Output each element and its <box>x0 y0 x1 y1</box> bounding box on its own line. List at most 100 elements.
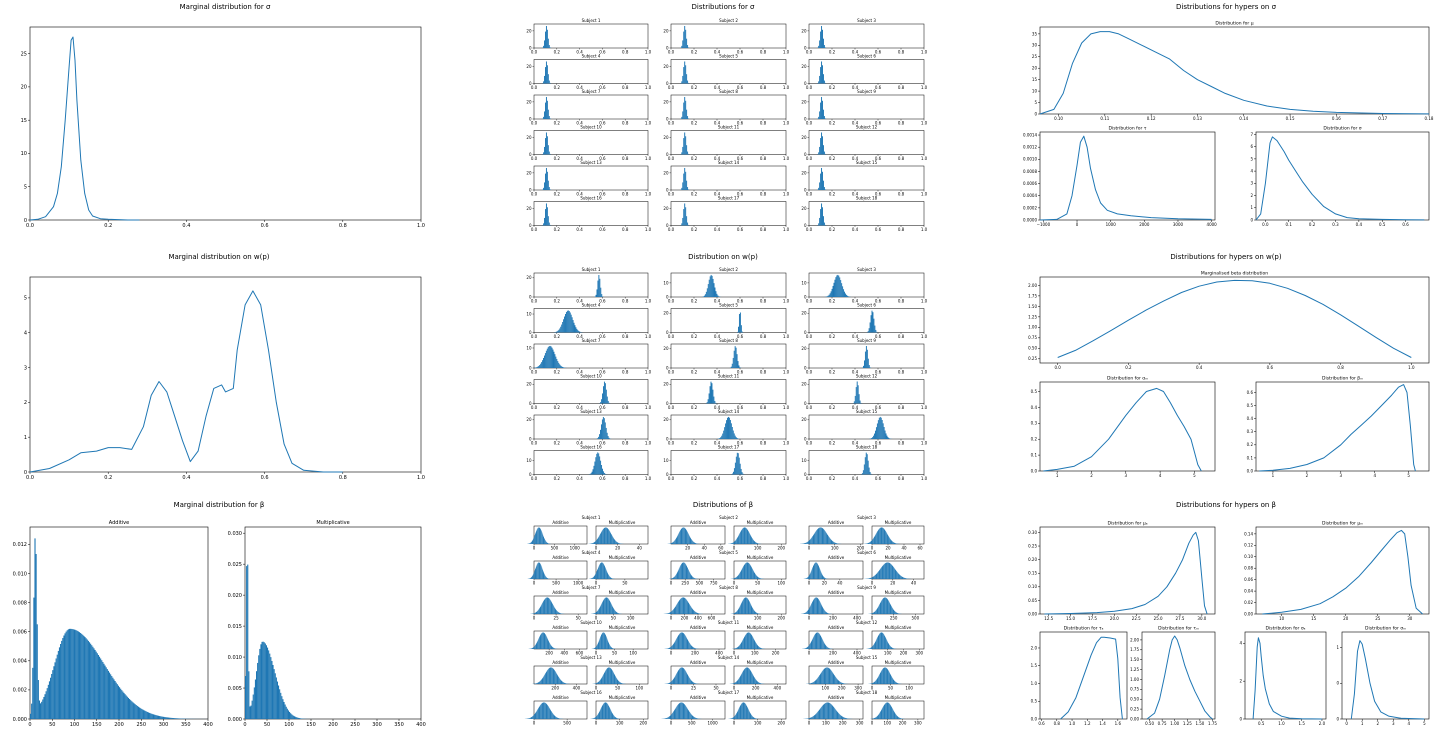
hist-bar <box>748 532 750 544</box>
hist-bar <box>542 602 544 614</box>
hist-bar <box>532 539 534 544</box>
hist-bar <box>754 573 755 579</box>
series-line <box>1043 387 1202 472</box>
hist-bar <box>885 667 887 684</box>
hist-bar <box>853 401 855 404</box>
hist-bar <box>889 645 891 649</box>
hist-bar <box>68 628 71 719</box>
hist-bar <box>608 437 610 439</box>
hist-bar <box>47 684 49 719</box>
hist-bar <box>859 400 861 404</box>
x-tick-label: 0.6 <box>737 156 744 161</box>
hist-bar <box>823 116 825 119</box>
hist-bar <box>703 296 704 297</box>
hist-bar <box>540 635 541 649</box>
hist-bar <box>548 642 550 649</box>
hist-bar <box>51 673 53 719</box>
hist-bar <box>592 542 594 544</box>
hist-bar <box>683 562 685 579</box>
hist-bar <box>675 606 676 614</box>
x-tick-label: 1.0 <box>783 227 790 232</box>
hist-bar <box>753 676 754 684</box>
hist-bar <box>61 640 63 719</box>
hist-bar <box>614 674 615 684</box>
y-tick-label: 1.25 <box>1130 667 1139 672</box>
hist-bar <box>737 680 738 684</box>
hist-bar <box>695 648 696 649</box>
hist-bar <box>686 565 687 579</box>
hist-bar <box>121 690 123 719</box>
hist-bar <box>537 366 539 368</box>
hist-bar <box>609 667 611 684</box>
hist-bar <box>547 578 549 579</box>
hist-bar <box>740 531 742 544</box>
hist-bar <box>741 331 743 333</box>
hist-bar <box>538 707 540 719</box>
hist-bar <box>692 609 694 614</box>
hist-bar <box>610 646 611 649</box>
hist-bar <box>884 530 886 544</box>
subject-title: Subject 5 <box>719 303 738 308</box>
hist-bar <box>547 640 549 649</box>
hist-bar <box>674 540 676 544</box>
hist-bar <box>558 676 559 684</box>
hist-bar <box>549 599 551 614</box>
y-tick-label: 0 <box>529 152 532 157</box>
hist-bar <box>614 716 615 719</box>
hist-bar <box>884 635 885 649</box>
x-tick-label: 0.6 <box>599 227 606 232</box>
x-tick-label: 0.4 <box>852 50 859 55</box>
hist-bar <box>836 275 838 297</box>
hist-bar <box>608 599 610 614</box>
hist-bar <box>836 543 837 544</box>
hist-bar <box>671 542 673 544</box>
hist-bar <box>602 530 603 544</box>
hist-bar <box>824 118 826 119</box>
hist-bar <box>881 632 882 649</box>
hist-bar <box>537 682 538 684</box>
hist-bar <box>545 173 546 190</box>
hist-bar <box>671 578 673 579</box>
y-tick-label: 20 <box>526 64 532 69</box>
x-tick-label: 0 <box>733 651 736 656</box>
panel-label-multiplicative: Multiplicative <box>609 555 636 560</box>
hist-bar <box>536 611 538 614</box>
subplot-title: Distribution for τₐ <box>1064 626 1104 632</box>
chart-marg-beta-mult: 0 50 100 150 200 250 300 350 4000.0000.0050.0100… <box>228 520 426 728</box>
x-tick-label: 250 <box>350 722 360 728</box>
hist-bar <box>815 597 816 614</box>
x-tick-label: 20 <box>885 546 891 551</box>
hist-bar <box>120 688 122 719</box>
hist-bar <box>613 715 614 719</box>
hist-bar <box>252 694 254 719</box>
hist-bar <box>538 708 539 719</box>
hist-bar <box>557 330 559 333</box>
x-tick-label: 500 <box>912 616 920 621</box>
hist-bar <box>133 703 135 719</box>
hist-bar <box>669 716 670 719</box>
hist-bar <box>836 543 838 544</box>
hist-bar <box>747 529 748 544</box>
hist-bar <box>673 541 675 544</box>
y-tick-label: 20 <box>526 417 532 422</box>
hist-bar <box>739 644 741 649</box>
hist-bar <box>668 648 669 649</box>
hist-bar <box>278 685 280 719</box>
hist-bar <box>596 646 597 649</box>
x-tick-label: 200 <box>838 686 846 691</box>
hist-bar <box>597 682 599 684</box>
y-tick-label: 0.0 <box>1031 716 1038 721</box>
hist-bar <box>615 677 617 684</box>
hist-bar <box>735 540 736 544</box>
hist-bar <box>50 677 52 719</box>
hist-bar <box>123 692 125 719</box>
hist-bar <box>538 365 540 368</box>
hist-bar <box>747 598 749 614</box>
hist-bar <box>688 118 690 119</box>
hist-bar <box>890 604 891 614</box>
hist-bar <box>823 577 825 579</box>
series-line <box>29 290 343 473</box>
hist-bar <box>676 673 678 684</box>
